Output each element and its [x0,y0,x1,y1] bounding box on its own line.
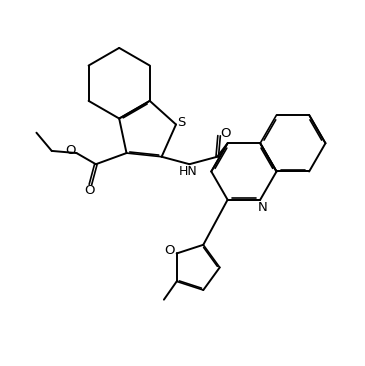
Text: S: S [177,116,185,129]
Text: N: N [257,201,267,214]
Text: O: O [65,144,76,157]
Text: O: O [84,184,95,197]
Text: HN: HN [178,165,197,178]
Text: O: O [164,244,174,257]
Text: O: O [221,127,231,140]
